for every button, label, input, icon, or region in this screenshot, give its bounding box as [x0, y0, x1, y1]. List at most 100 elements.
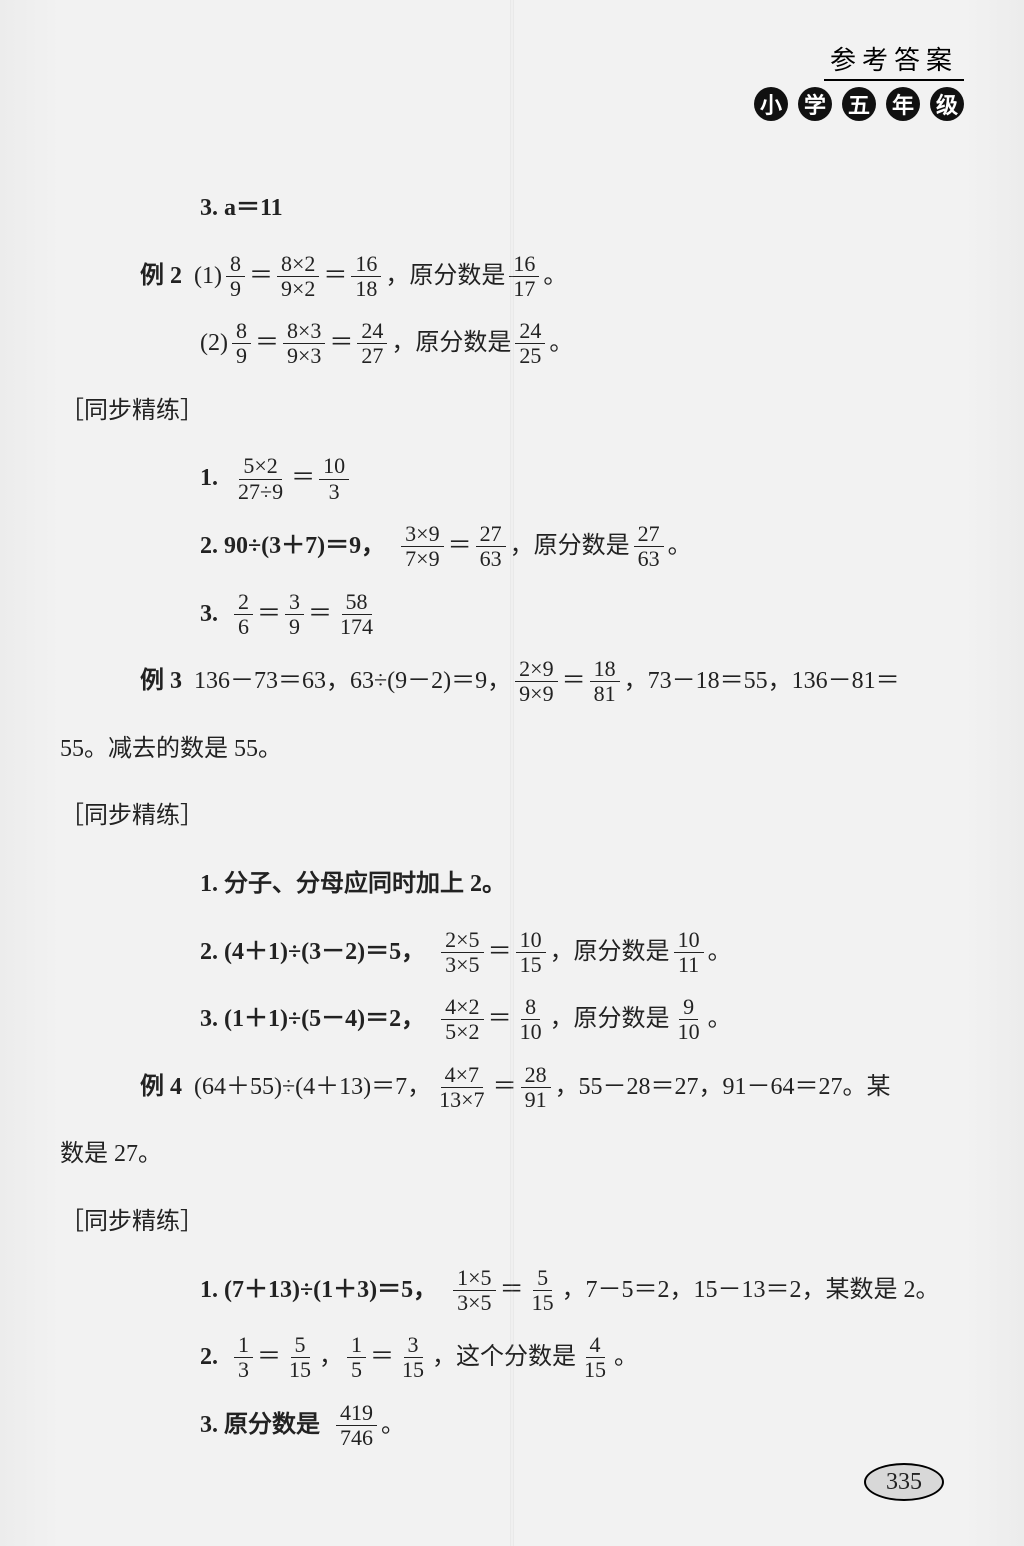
tail: ，原分数是	[510, 518, 630, 576]
end: 。	[549, 315, 573, 373]
item-num: 3. a＝11	[200, 180, 283, 238]
frac-4-15: 415	[580, 1333, 610, 1382]
frac-5-15: 515	[528, 1266, 558, 1315]
eq: ＝	[488, 924, 512, 982]
frac-8x2-9x2: 8×29×2	[277, 252, 319, 301]
page-crease	[510, 0, 514, 1546]
frac-28-91: 2891	[521, 1063, 551, 1112]
frac-3-15: 315	[398, 1333, 428, 1382]
eq: ＝	[257, 586, 281, 644]
frac-3-9: 39	[285, 590, 304, 639]
example-2-2: (2) 89 ＝ 8×39×3 ＝ 2427 ，原分数是 2425 。	[200, 315, 964, 373]
eq2: ＝	[329, 315, 353, 373]
badge-4: 年	[886, 87, 920, 121]
frac-10-15: 1015	[516, 928, 546, 977]
example-3: 例 3 136－73＝63，63÷(9－2)＝9， 2×99×9 ＝ 1881 …	[140, 653, 964, 711]
eq2: ＝	[370, 1329, 394, 1387]
page-number-container: 335	[864, 1469, 944, 1496]
part-1: (1)	[194, 248, 222, 306]
frac-5-15b: 515	[285, 1333, 315, 1382]
lead: 3. 原分数是	[200, 1397, 320, 1455]
frac-2x9-9x9: 2×99×9	[515, 657, 557, 706]
badge-2: 学	[798, 87, 832, 121]
ex3-label: 例 3	[140, 653, 182, 711]
badge-1: 小	[754, 87, 788, 121]
frac-10-3: 103	[319, 454, 349, 503]
eq2: ＝	[308, 586, 332, 644]
s1-2: 2. 90÷(3＋7)＝9， 3×97×9 ＝ 2763 ，原分数是 2763 …	[200, 518, 964, 576]
page-number: 335	[864, 1463, 944, 1501]
frac-24-27: 2427	[357, 319, 387, 368]
grade-badges: 小 学 五 年 级	[748, 87, 964, 121]
tail: ，原分数是	[391, 315, 511, 373]
badge-5: 级	[930, 87, 964, 121]
page: 参考答案 小 学 五 年 级 3. a＝11 例 2 (1) 89 ＝ 8×29…	[0, 0, 1024, 1546]
tail: ，原分数是	[385, 248, 505, 306]
lead: 2. (4＋1)÷(3－2)＝5，	[200, 924, 425, 982]
part-2: (2)	[200, 315, 228, 373]
badge-3: 五	[842, 87, 876, 121]
eq: ＝	[448, 518, 472, 576]
frac-18-81: 1881	[590, 657, 620, 706]
eq: ＝	[257, 1329, 281, 1387]
s2-1: 1. 分子、分母应同时加上 2。	[200, 856, 964, 914]
end: 。	[668, 518, 692, 576]
s3-3: 3. 原分数是 419746 。	[200, 1397, 964, 1455]
eq: ＝	[249, 248, 273, 306]
frac-1x5-3x5: 1×53×5	[453, 1266, 495, 1315]
lead: 3. (1＋1)÷(5－4)＝2，	[200, 991, 425, 1049]
frac-24-25: 2425	[515, 319, 545, 368]
end: 。	[708, 924, 732, 982]
num: 1.	[200, 450, 218, 508]
example-2-1: 例 2 (1) 89 ＝ 8×29×2 ＝ 1618 ，原分数是 1617 。	[140, 248, 964, 306]
lead: 2.	[200, 1329, 218, 1387]
frac-3x9-7x9: 3×97×9	[401, 522, 443, 571]
body-a: 136－73＝63，63÷(9－2)＝9，	[194, 653, 511, 711]
eq: ＝	[255, 315, 279, 373]
frac-8-9: 89	[226, 252, 245, 301]
frac-5x2-27d9: 5×227÷9	[234, 454, 287, 503]
frac-27-63: 2763	[476, 522, 506, 571]
s3-2: 2. 13 ＝ 515 ， 15 ＝ 315 ，这个分数是 415 。	[200, 1329, 964, 1387]
end: 。	[708, 991, 732, 1049]
eq: ＝	[291, 450, 315, 508]
lead: 2. 90÷(3＋7)＝9，	[200, 518, 385, 576]
frac-4x7-13x7: 4×713×7	[435, 1063, 488, 1112]
s2-2: 2. (4＋1)÷(3－2)＝5， 2×53×5 ＝ 1015 ，原分数是 10…	[200, 924, 964, 982]
frac-4x2-5x2: 4×25×2	[441, 995, 483, 1044]
body-a: (64＋55)÷(4＋13)＝7，	[194, 1059, 431, 1117]
tail: ，7－5＝2，15－13＝2，某数是 2。	[562, 1262, 940, 1320]
frac-1-3: 13	[234, 1333, 253, 1382]
header-title: 参考答案	[824, 46, 964, 81]
tail: ，原分数是	[550, 991, 670, 1049]
frac-8-9b: 89	[232, 319, 251, 368]
body-b: ，73－18＝55，136－81＝	[624, 653, 900, 711]
tail: ，这个分数是	[432, 1329, 576, 1387]
page-header: 参考答案 小 学 五 年 级	[748, 40, 964, 121]
body-b: ，55－28＝27，91－64＝27。某	[555, 1059, 891, 1117]
ex4-label: 例 4	[140, 1059, 182, 1117]
line-3a11: 3. a＝11	[200, 180, 964, 238]
end: 。	[614, 1329, 638, 1387]
s1-1: 1. 5×227÷9 ＝ 103	[200, 450, 964, 508]
frac-9-10: 910	[674, 995, 704, 1044]
eq: ＝	[562, 653, 586, 711]
ex2-label: 例 2	[140, 248, 182, 306]
end: 。	[381, 1397, 405, 1455]
frac-2-6: 26	[234, 590, 253, 639]
frac-8-10: 810	[516, 995, 546, 1044]
eq: ＝	[488, 991, 512, 1049]
tail: ，原分数是	[550, 924, 670, 982]
frac-8x3-9x3: 8×39×3	[283, 319, 325, 368]
s3-1: 1. (7＋13)÷(1＋3)＝5， 1×53×5 ＝ 515 ，7－5＝2，1…	[200, 1262, 964, 1320]
text: 1. 分子、分母应同时加上 2。	[200, 856, 506, 914]
frac-16-18: 1618	[351, 252, 381, 301]
num: 3.	[200, 586, 218, 644]
frac-27-63b: 2763	[634, 522, 664, 571]
eq2: ＝	[323, 248, 347, 306]
frac-2x5-3x5: 2×53×5	[441, 928, 483, 977]
frac-58-174: 58174	[336, 590, 377, 639]
mid: ，	[319, 1329, 343, 1387]
example-4: 例 4 (64＋55)÷(4＋13)＝7， 4×713×7 ＝ 2891 ，55…	[140, 1059, 964, 1117]
frac-1-5: 15	[347, 1333, 366, 1382]
